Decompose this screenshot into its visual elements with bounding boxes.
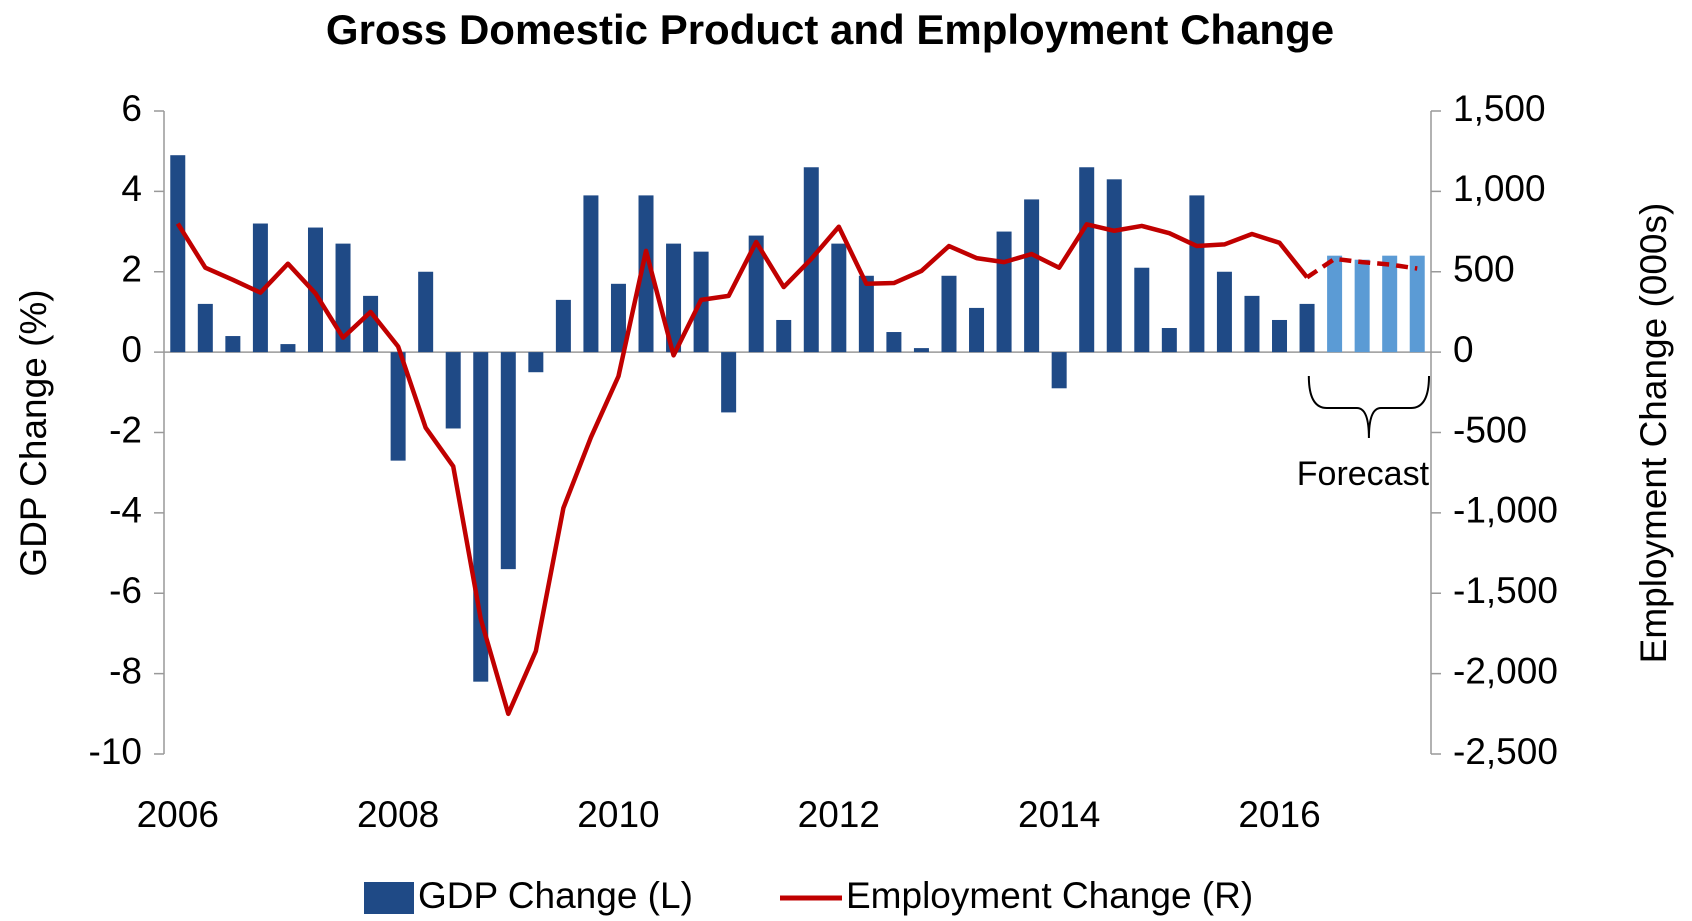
bar <box>445 352 461 429</box>
legend-swatch <box>364 882 414 914</box>
y2-tick-label: 0 <box>1453 329 1474 370</box>
y-tick-label: 2 <box>121 249 142 290</box>
bar <box>307 227 323 353</box>
bar <box>610 283 626 353</box>
bar <box>858 275 874 353</box>
bar <box>1272 319 1288 353</box>
bar <box>280 344 296 353</box>
bar <box>197 303 213 353</box>
chart-title: Gross Domestic Product and Employment Ch… <box>326 6 1334 53</box>
bar <box>1382 255 1398 353</box>
bar <box>418 271 434 353</box>
bar <box>666 243 682 353</box>
bar <box>1051 352 1067 389</box>
bar <box>831 243 847 353</box>
bar <box>170 155 186 353</box>
bar <box>1216 271 1232 353</box>
bar <box>1354 259 1370 353</box>
bar <box>1079 167 1095 353</box>
bar <box>969 307 985 353</box>
bar <box>1161 328 1177 353</box>
bar <box>1106 179 1122 353</box>
bar <box>1299 303 1315 353</box>
y-tick-label: -8 <box>109 650 142 691</box>
y2-tick-label: -500 <box>1453 409 1527 450</box>
y2-tick-label: -1,500 <box>1453 570 1558 611</box>
y2-tick-label: -1,000 <box>1453 490 1558 531</box>
bar <box>1024 199 1040 353</box>
y2-tick-label: -2,500 <box>1453 731 1558 772</box>
y-tick-label: -4 <box>109 490 142 531</box>
bar <box>721 352 737 413</box>
bar <box>252 223 268 353</box>
bar <box>996 231 1012 353</box>
bar <box>886 332 902 353</box>
bar <box>363 295 379 353</box>
y-axis-label: GDP Change (%) <box>13 289 54 576</box>
x-tick-label: 2016 <box>1238 794 1320 835</box>
x-tick-label: 2010 <box>577 794 659 835</box>
line <box>175 222 1309 717</box>
y2-tick-label: -2,000 <box>1453 650 1558 691</box>
y-tick-label: -10 <box>89 731 142 772</box>
bar <box>500 352 516 570</box>
bar <box>1189 195 1205 353</box>
bar <box>1244 295 1260 353</box>
y2-tick-label: 500 <box>1453 249 1515 290</box>
x-tick-label: 2006 <box>137 794 219 835</box>
bar <box>1134 267 1150 353</box>
bar <box>748 235 764 353</box>
y-tick-label: 6 <box>121 88 142 129</box>
bar <box>528 352 544 373</box>
bar <box>225 336 241 353</box>
bar <box>776 319 792 353</box>
y-tick-label: -2 <box>109 409 142 450</box>
bar <box>335 243 351 353</box>
y-tick-label: 0 <box>121 329 142 370</box>
bar <box>583 195 599 353</box>
y2-tick-label: 1,000 <box>1453 168 1546 209</box>
forecast-bracket <box>1307 375 1430 439</box>
x-tick-label: 2014 <box>1018 794 1100 835</box>
forecast-line <box>1305 256 1418 280</box>
y-tick-label: -6 <box>109 570 142 611</box>
x-tick-label: 2012 <box>798 794 880 835</box>
bar <box>390 352 406 461</box>
bar <box>913 348 929 353</box>
bar <box>1409 255 1425 353</box>
bar <box>638 195 654 353</box>
y2-tick-label: 1,500 <box>1453 88 1546 129</box>
y2-axis-label: Employment Change (000s) <box>1633 203 1674 664</box>
y-tick-label: 4 <box>121 168 142 209</box>
legend-label: Employment Change (R) <box>846 875 1253 916</box>
bar <box>555 299 571 353</box>
forecast-label: Forecast <box>1297 455 1430 493</box>
bar <box>1327 255 1343 353</box>
x-tick-label: 2008 <box>357 794 439 835</box>
bar <box>941 275 957 353</box>
legend-label: GDP Change (L) <box>418 875 693 916</box>
